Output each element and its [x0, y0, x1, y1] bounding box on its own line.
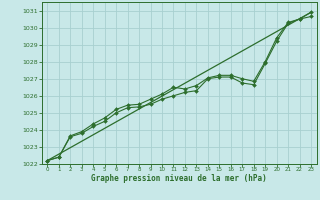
X-axis label: Graphe pression niveau de la mer (hPa): Graphe pression niveau de la mer (hPa)	[91, 174, 267, 183]
